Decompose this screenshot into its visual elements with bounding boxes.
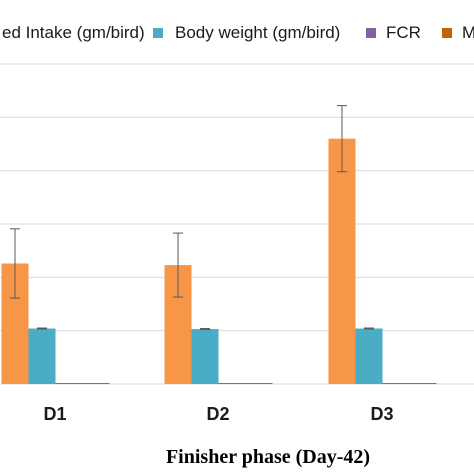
bar — [328, 138, 356, 384]
bar — [409, 383, 437, 384]
legend-label: ed Intake (gm/bird) — [2, 23, 145, 42]
x-tick-label: D1 — [43, 404, 66, 424]
bar — [82, 383, 110, 384]
legend-label: M — [462, 23, 474, 42]
legend: ed Intake (gm/bird) Body weight (gm/bird)… — [2, 23, 474, 42]
bar — [245, 383, 273, 384]
legend-swatch — [366, 28, 376, 38]
bars — [1, 105, 437, 384]
x-tick-label: D2 — [206, 404, 229, 424]
x-tick-label: D3 — [370, 404, 393, 424]
x-axis-title: Finisher phase (Day-42) — [166, 446, 370, 468]
x-tick-labels: D1 D2 D3 — [43, 404, 393, 424]
legend-label: Body weight (gm/bird) — [175, 23, 340, 42]
bar — [218, 383, 246, 384]
bar — [28, 328, 56, 384]
legend-swatch — [153, 28, 163, 38]
bar — [55, 383, 83, 384]
bar — [191, 329, 219, 384]
grid-lines — [0, 63, 474, 385]
legend-swatch — [442, 28, 452, 38]
bar — [355, 328, 383, 384]
legend-label: FCR — [386, 23, 421, 42]
bar — [382, 383, 410, 384]
